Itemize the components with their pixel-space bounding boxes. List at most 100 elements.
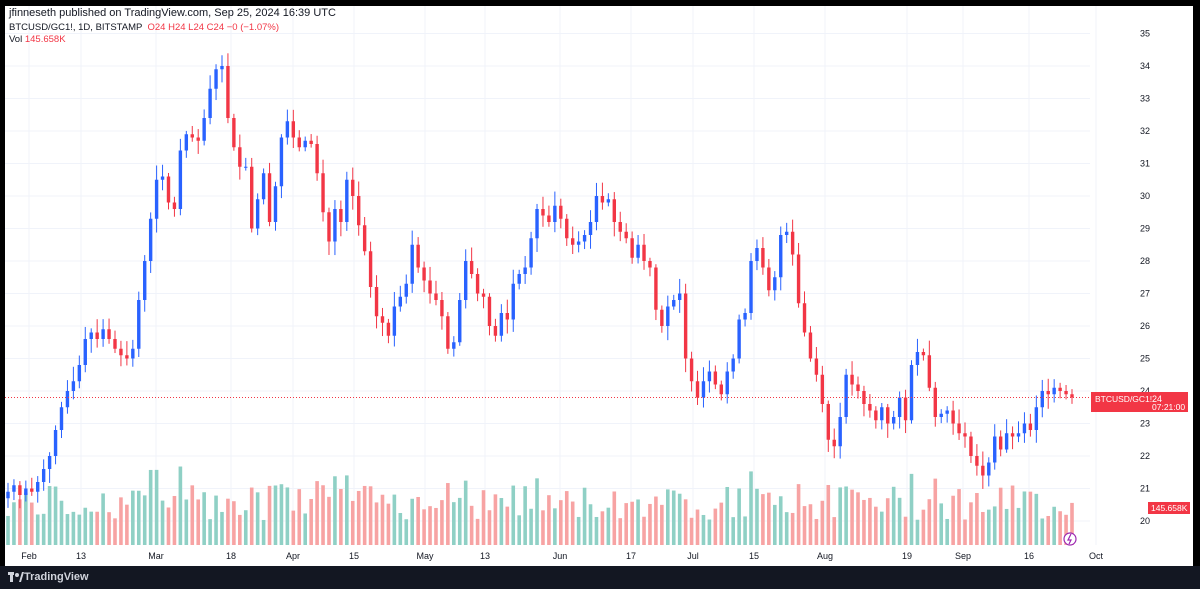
candle-body (683, 293, 688, 359)
candle-body (713, 371, 718, 385)
candle-body (148, 218, 153, 261)
candles (6, 53, 1074, 509)
volume-bar (559, 500, 563, 545)
candle-body (618, 222, 622, 232)
candle-body (981, 465, 985, 476)
volume-bar (986, 509, 991, 545)
volume-bar (975, 493, 979, 545)
candle-body (119, 348, 123, 356)
volume-bar (184, 499, 189, 545)
candle-body (273, 186, 278, 222)
tradingview-brand: TradingView (24, 571, 89, 583)
volume-bar (1040, 518, 1045, 545)
candle-body (915, 352, 920, 365)
volume-bar (6, 515, 10, 545)
y-tick-label: 28 (1140, 256, 1150, 266)
ohlc-high: H24 (168, 22, 186, 33)
volume-legend-value: 145.658K (24, 34, 66, 45)
time-axis: Feb 13 Mar 18 Apr 15 May 13 Jun 17 Jul 15 Aug 19 Sep 16… (21, 551, 1103, 561)
candle-body (422, 267, 426, 281)
volume-bar (1010, 485, 1015, 545)
volume-bar (327, 496, 331, 545)
last-price-label[interactable]: BTCUSD/GC1! 24 07:21:00 (1091, 392, 1188, 412)
candle-body (53, 430, 58, 456)
lightning-icon[interactable] (1063, 532, 1077, 546)
volume-bar (481, 490, 486, 545)
volume-bar (214, 495, 218, 545)
candle-body (921, 352, 926, 356)
volume-bar (53, 486, 58, 545)
candle-body (951, 410, 955, 424)
x-tick-label: Apr (286, 551, 300, 561)
volume-bar (398, 512, 403, 545)
volume-bar (814, 518, 819, 545)
volume-bar (410, 498, 415, 545)
y-tick-label: 21 (1140, 484, 1150, 494)
volume-bar (612, 491, 617, 545)
x-tick-label: 18 (226, 551, 236, 561)
candle-body (505, 313, 510, 320)
volume-bar (142, 495, 147, 545)
candle-body (77, 365, 82, 382)
candle-body (107, 329, 111, 339)
volume-bar (77, 514, 82, 545)
candle-body (987, 462, 991, 476)
volume-bar (160, 500, 165, 545)
volume-bar (12, 502, 16, 545)
candle-body (392, 306, 397, 336)
x-tick-label: Jul (687, 551, 699, 561)
candle-body (24, 488, 28, 495)
candle-body (939, 413, 943, 417)
bar-countdown: 07:21:00 (1152, 402, 1185, 412)
candle-body (36, 482, 40, 492)
volume-bar (279, 484, 284, 545)
candle-body (47, 456, 52, 469)
candle-body (59, 407, 64, 430)
candle-body (612, 199, 617, 222)
candle-body (267, 173, 272, 222)
volume-bar (547, 495, 551, 545)
volume-bar (166, 507, 171, 545)
volume-bar (505, 506, 510, 545)
volume-bar (564, 491, 569, 545)
volume-bar (874, 506, 878, 545)
candle-body (588, 222, 593, 235)
y-tick-label: 35 (1140, 29, 1150, 39)
candle-body (773, 277, 777, 291)
volume-bar (1016, 507, 1021, 545)
volume-bar (915, 519, 920, 545)
candle-body (975, 456, 979, 466)
candle-body (636, 244, 640, 258)
candle-body (874, 410, 878, 421)
volume-bar (1064, 514, 1068, 545)
candle-body (1022, 423, 1027, 434)
volume-bar (755, 488, 759, 545)
ohlc-open: O24 (147, 22, 166, 33)
candle-body (303, 140, 307, 148)
candle-body (333, 209, 337, 242)
volume-value: 145.658K (1151, 503, 1188, 513)
x-tick-label: Sep (955, 551, 971, 561)
candle-body (850, 374, 854, 385)
volume-bar (95, 511, 99, 545)
candle-body (101, 329, 105, 339)
volume-bar (119, 497, 123, 545)
candle-body (125, 355, 129, 359)
candle-body (499, 313, 504, 336)
volume-bar (178, 466, 183, 545)
volume-bar (41, 513, 46, 545)
volume-bar (261, 519, 266, 545)
price-chart[interactable]: 20 21 22 23 24 25 26 27 28 29 30 31 32 33 34 35 Feb 13 Ma… (5, 6, 1193, 566)
last-price-symbol: BTCUSD/GC1! (1095, 394, 1152, 404)
volume-bar (648, 503, 652, 545)
volume-bar (897, 497, 902, 545)
price-axis: 20 21 22 23 24 25 26 27 28 29 30 31 32 33 34 35 (1140, 29, 1150, 527)
x-tick-label: 15 (349, 551, 359, 561)
tradingview-logo-icon (8, 572, 24, 582)
candle-body (30, 488, 34, 492)
candle-body (469, 261, 474, 274)
volume-bar (440, 500, 444, 545)
candle-body (1010, 433, 1015, 437)
chart-panel[interactable]: 20 21 22 23 24 25 26 27 28 29 30 31 32 33 34 35 Feb 13 Ma… (5, 6, 1193, 566)
candle-body (624, 231, 628, 239)
